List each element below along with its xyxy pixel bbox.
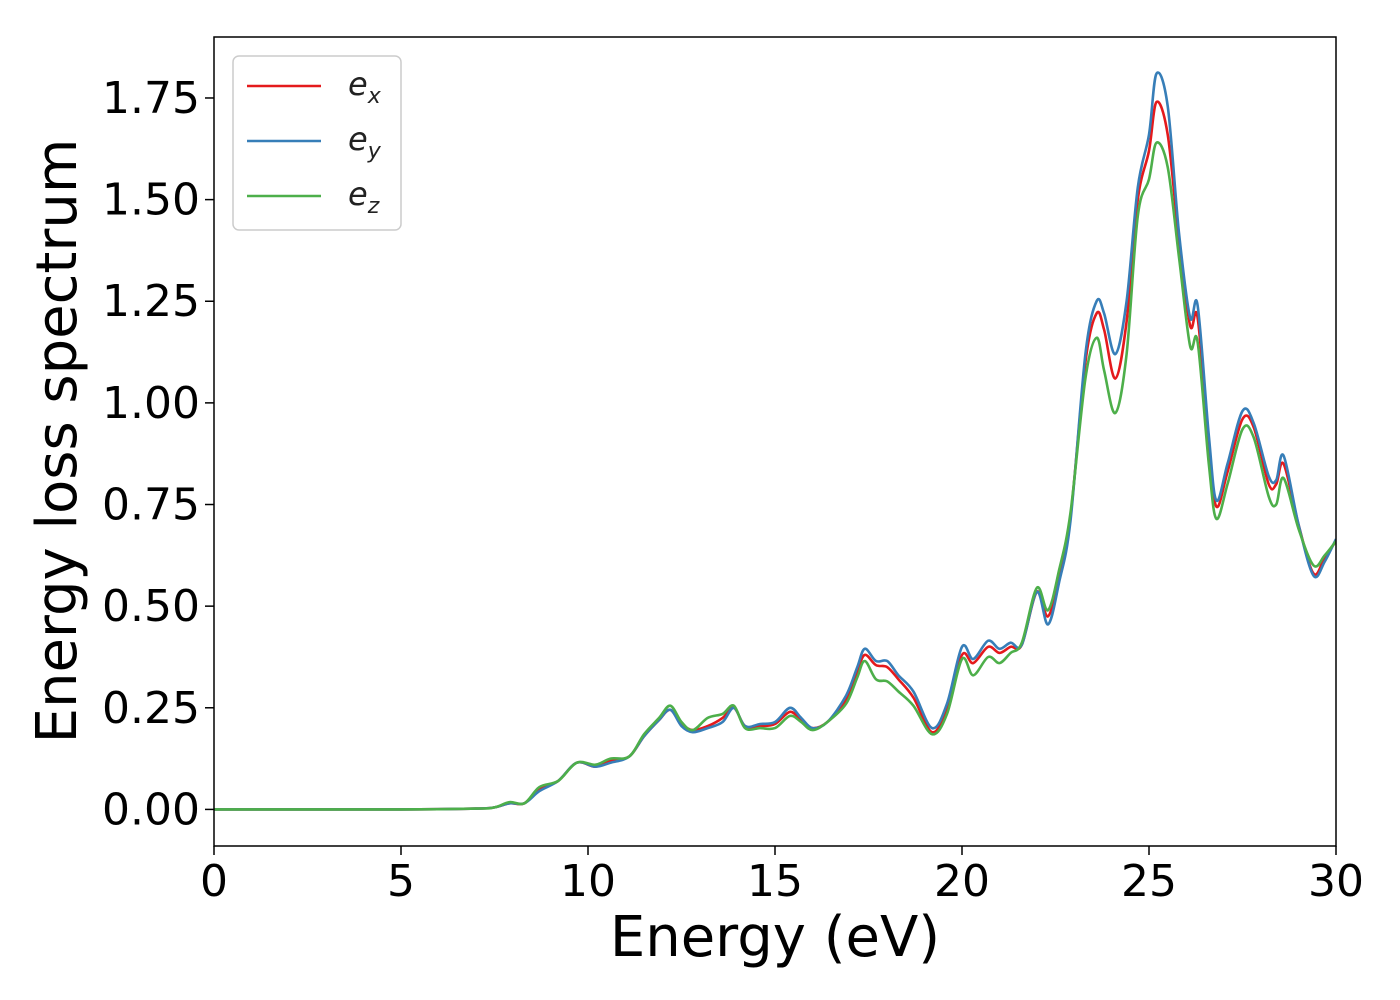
x-tick-label: 15 [747, 856, 803, 907]
legend-label-x: ex [348, 65, 382, 109]
y-axis: 0.00 0.25 0.50 0.75 1.00 1.25 1.50 1.75 [102, 73, 214, 835]
legend-box [232, 55, 402, 231]
y-tick-label: 0.75 [102, 480, 200, 531]
y-tick-label: 1.50 [102, 175, 200, 226]
x-tick-label: 10 [560, 856, 616, 907]
x-axis-title: Energy (eV) [610, 905, 940, 970]
x-tick-label: 0 [200, 856, 228, 907]
x-tick-label: 20 [934, 856, 990, 907]
x-tick-label: 5 [387, 856, 415, 907]
series-line-z [214, 141, 1336, 811]
y-axis-title: Energy loss spectrum [25, 139, 90, 744]
y-tick-label: 0.00 [102, 784, 200, 835]
legend-label-y: ey [348, 120, 382, 164]
y-tick-label: 0.25 [102, 683, 200, 734]
y-tick-label: 1.25 [102, 276, 200, 327]
legend: ex ey ez [232, 55, 402, 231]
x-tick-label: 30 [1308, 856, 1364, 907]
x-tick-label: 25 [1121, 856, 1177, 907]
y-tick-label: 1.00 [102, 378, 200, 429]
y-tick-label: 1.75 [102, 73, 200, 124]
series-layer [214, 71, 1336, 811]
x-axis: 0 5 10 15 20 25 30 [200, 846, 1364, 907]
legend-label-z: ez [348, 175, 380, 219]
y-tick-label: 0.50 [102, 581, 200, 632]
